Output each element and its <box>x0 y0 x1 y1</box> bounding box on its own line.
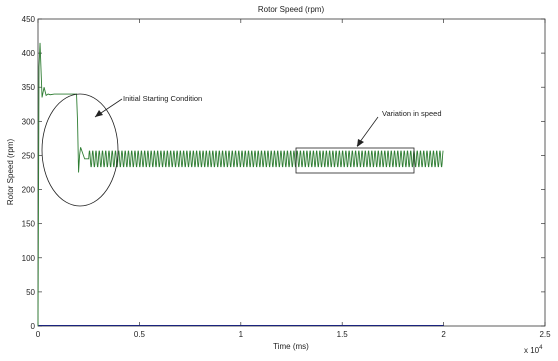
x-axis-multiplier: x 104 <box>524 345 543 355</box>
initial-condition-arrowhead <box>95 110 103 117</box>
y-axis-ticks: 0 50 100 150 200 250 300 350 400 450 <box>22 15 545 331</box>
series-line-rotor-speed <box>37 42 444 327</box>
y-tick-label: 350 <box>22 83 36 92</box>
y-tick-label: 250 <box>22 151 36 160</box>
x-axis-multiplier-base: x 10 <box>524 346 540 355</box>
x-tick-label: 0.5 <box>134 330 146 339</box>
y-tick-label: 0 <box>31 322 36 331</box>
x-tick-label: 1 <box>239 330 244 339</box>
x-tick-label: 1.5 <box>337 330 349 339</box>
x-tick-label: 2.5 <box>539 330 551 339</box>
x-tick-label: 0 <box>36 330 41 339</box>
x-axis-label: Time (ms) <box>273 342 309 351</box>
y-tick-label: 100 <box>22 254 36 263</box>
variation-label: Variation in speed <box>382 109 441 118</box>
y-axis-label: Rotor Speed (rpm) <box>6 139 15 206</box>
y-tick-label: 400 <box>22 49 36 58</box>
y-tick-label: 450 <box>22 15 36 24</box>
initial-condition-label: Initial Starting Condition <box>123 94 202 103</box>
y-tick-label: 50 <box>26 288 35 297</box>
initial-condition-ellipse <box>41 93 119 207</box>
x-tick-label: 2 <box>441 330 446 339</box>
x-axis-ticks: 0 0.5 1 1.5 2 2.5 <box>36 19 551 339</box>
chart-title: Rotor Speed (rpm) <box>258 5 325 14</box>
variation-arrowhead <box>357 139 364 147</box>
y-tick-label: 300 <box>22 117 36 126</box>
y-tick-label: 200 <box>22 186 36 195</box>
variation-box <box>295 147 415 174</box>
plot-frame <box>37 18 546 327</box>
y-tick-label: 150 <box>22 220 36 229</box>
x-axis-multiplier-exponent: 4 <box>539 345 543 351</box>
